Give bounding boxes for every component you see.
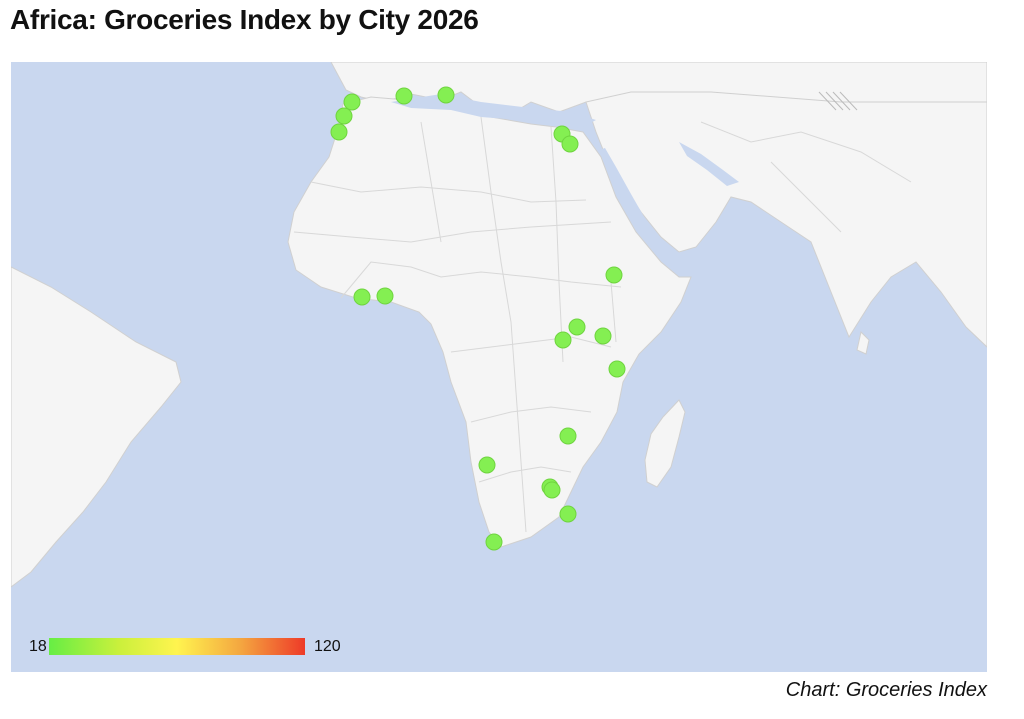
city-marker[interactable] bbox=[559, 427, 577, 445]
land-south-america bbox=[11, 266, 182, 588]
city-marker[interactable] bbox=[554, 331, 572, 349]
city-marker[interactable] bbox=[353, 288, 371, 306]
city-marker[interactable] bbox=[608, 360, 626, 378]
city-marker[interactable] bbox=[559, 505, 577, 523]
city-marker[interactable] bbox=[376, 287, 394, 305]
city-marker[interactable] bbox=[478, 456, 496, 474]
city-marker[interactable] bbox=[485, 533, 503, 551]
city-markers[interactable] bbox=[330, 86, 626, 551]
city-marker[interactable] bbox=[594, 327, 612, 345]
city-marker[interactable] bbox=[395, 87, 413, 105]
land-middle-east-asia bbox=[585, 91, 987, 348]
red-sea bbox=[599, 148, 663, 252]
city-marker[interactable] bbox=[335, 107, 353, 125]
country-borders bbox=[293, 116, 912, 533]
city-marker[interactable] bbox=[605, 266, 623, 284]
persian-gulf bbox=[679, 142, 739, 186]
map-title: Africa: Groceries Index by City 2026 bbox=[10, 4, 479, 35]
city-marker[interactable] bbox=[568, 318, 586, 336]
city-marker[interactable] bbox=[343, 93, 361, 111]
land-madagascar bbox=[644, 399, 686, 488]
disputed-area-hatch bbox=[818, 91, 858, 111]
map-canvas[interactable] bbox=[11, 62, 987, 672]
city-marker[interactable] bbox=[561, 135, 579, 153]
legend-max-label: 120 bbox=[314, 638, 341, 655]
land-sri-lanka bbox=[856, 331, 870, 355]
chart-credit: Chart: Groceries Index bbox=[785, 679, 987, 701]
city-marker[interactable] bbox=[543, 481, 561, 499]
city-marker[interactable] bbox=[437, 86, 455, 104]
map-area[interactable]: 18 120 bbox=[11, 62, 987, 672]
city-marker[interactable] bbox=[330, 123, 348, 141]
legend-min-label: 18 bbox=[29, 638, 47, 655]
legend-gradient-bar bbox=[49, 638, 305, 655]
